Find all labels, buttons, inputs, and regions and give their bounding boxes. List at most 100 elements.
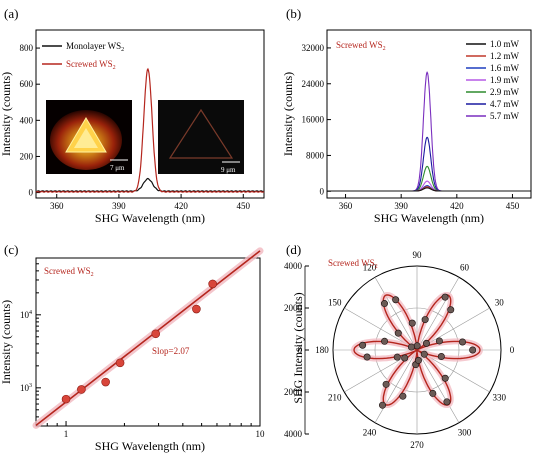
y-tick-label-c-0: 103 xyxy=(20,383,32,393)
x-tick-label-c-1: 10 xyxy=(256,429,266,439)
data-point-c-2 xyxy=(101,377,110,387)
angle-label-240: 240 xyxy=(363,427,377,437)
y-tick-label-b-1: 8000 xyxy=(306,150,325,160)
polar-point-19 xyxy=(379,401,387,409)
y-tick-label-c-1: 104 xyxy=(20,310,32,320)
x-tick-label-b-0: 360 xyxy=(339,201,353,211)
angle-label-210: 210 xyxy=(328,393,342,403)
polar-point-12 xyxy=(407,343,415,351)
panel-c-frame xyxy=(35,257,261,427)
x-axis-label-c: SHG Wavelength (nm) xyxy=(95,439,205,453)
x-axis-label-a: SHG Wavelength (nm) xyxy=(95,211,205,225)
polar-point-11 xyxy=(394,329,402,337)
polar-point-9 xyxy=(392,296,400,304)
angle-label-150: 150 xyxy=(328,298,342,308)
polar-point-2 xyxy=(435,337,443,345)
scale-label-inset-2: 9 μm xyxy=(221,166,236,174)
y-axis-label-c: Intensity (counts) xyxy=(0,300,13,384)
x-tick-label-c-0: 1 xyxy=(64,429,69,439)
polar-spoke-60 xyxy=(416,277,460,351)
polar-spoke-300 xyxy=(416,349,460,423)
polar-point-6 xyxy=(421,316,429,324)
polar-point-22 xyxy=(414,356,422,364)
x-tick-label-b-1: 390 xyxy=(394,201,408,211)
angle-label-0: 0 xyxy=(510,345,515,355)
polar-point-23 xyxy=(429,389,437,397)
polar-point-25 xyxy=(441,374,449,382)
polar-point-8 xyxy=(408,319,416,327)
angle-label-270: 270 xyxy=(410,440,424,450)
x-tick-label-a-2: 420 xyxy=(174,201,188,211)
y-tick-label-b-3: 24000 xyxy=(302,79,325,89)
series-b-1 xyxy=(327,186,531,192)
y-tick-label-a-2: 400 xyxy=(20,115,34,125)
y-axis-label-d: SHG Intensity (counts) xyxy=(291,292,305,403)
legend-b-label-4: 2.9 mW xyxy=(490,87,520,97)
fit-line-c xyxy=(35,250,261,427)
angle-label-90: 90 xyxy=(413,250,423,260)
polar-point-24 xyxy=(443,398,451,406)
polar-spoke-120 xyxy=(374,277,418,351)
polar-point-1 xyxy=(458,338,466,346)
data-point-c-5 xyxy=(192,304,201,314)
r-tick-label-lower-1: 4000 xyxy=(284,429,303,439)
r-tick-label-upper-2: 0 xyxy=(298,345,303,355)
x-tick-label-a-3: 450 xyxy=(237,201,251,211)
angle-label-60: 60 xyxy=(460,263,470,273)
polar-point-3 xyxy=(422,339,430,347)
polar-point-26 xyxy=(420,350,428,358)
polar-point-17 xyxy=(401,354,409,362)
panel-b-frame xyxy=(326,29,532,199)
inset-dim-triangle: 9 μm xyxy=(158,100,244,174)
panel-a-frame xyxy=(35,29,265,199)
polar-point-13 xyxy=(381,337,389,345)
data-point-c-4 xyxy=(151,329,161,339)
polar-point-15 xyxy=(363,353,371,361)
panel-label-d: (d) xyxy=(286,242,301,257)
y-tick-label-b-2: 16000 xyxy=(302,115,325,125)
data-point-c-1 xyxy=(77,385,86,394)
panel-label-a: (a) xyxy=(4,6,18,21)
slope-annotation: Slop=2.07 xyxy=(152,346,190,356)
data-point-c-0 xyxy=(61,394,71,404)
polar-point-0 xyxy=(469,346,477,354)
legend-b-label-0: 1.0 mW xyxy=(490,39,520,49)
polar-point-27 xyxy=(437,353,445,361)
angle-label-330: 330 xyxy=(493,393,507,403)
x-tick-label-b-2: 420 xyxy=(450,201,464,211)
series-b-0 xyxy=(327,187,531,192)
panel-d-title: Screwed WS2 xyxy=(328,258,378,270)
y-tick-label-a-3: 600 xyxy=(20,79,34,89)
y-axis-label-b: Intensity (counts) xyxy=(281,72,295,156)
x-tick-label-a-1: 390 xyxy=(112,201,126,211)
polar-point-7 xyxy=(413,342,421,350)
panel-b-title: Screwed WS2 xyxy=(336,40,386,52)
r-tick-label-upper-1: 2000 xyxy=(284,303,303,313)
angle-label-180: 180 xyxy=(315,345,329,355)
y-tick-label-b-4: 32000 xyxy=(302,43,325,53)
polar-point-10 xyxy=(380,300,388,308)
panel-c-title: Screwed WS2 xyxy=(44,266,94,278)
y-tick-label-a-1: 200 xyxy=(20,151,34,161)
angle-label-120: 120 xyxy=(363,263,377,273)
legend-a-label-1: Screwed WS2 xyxy=(66,59,116,71)
y-tick-label-a-4: 800 xyxy=(20,43,34,53)
y-axis-label-a: Intensity (counts) xyxy=(0,72,13,156)
legend-b-label-2: 1.6 mW xyxy=(490,63,520,73)
panel-label-b: (b) xyxy=(286,6,301,21)
legend-b-label-5: 4.7 mW xyxy=(490,99,520,109)
legend-b-label-6: 5.7 mW xyxy=(490,111,520,121)
panel-c: 1 10 103 104 Screwed WS2 Slop=2.07 SHG Wave… xyxy=(0,247,266,453)
polar-point-5 xyxy=(441,293,449,301)
panel-d: 0 30 60 90 120 150 180 210 240 270 300 330 4000 2000 0… xyxy=(284,250,515,450)
polar-point-14 xyxy=(359,341,367,349)
polar-point-20 xyxy=(399,392,407,400)
panel-b: 360 390 420 450 0 8000 16000 24000 32000 Screwed… xyxy=(281,29,532,225)
legend-a-label-0: Monolayer WS2 xyxy=(66,41,124,53)
polar-point-4 xyxy=(447,306,455,314)
y-tick-label-b-0: 0 xyxy=(320,186,325,196)
series-a-1 xyxy=(35,67,265,193)
x-tick-label-b-3: 450 xyxy=(506,201,520,211)
